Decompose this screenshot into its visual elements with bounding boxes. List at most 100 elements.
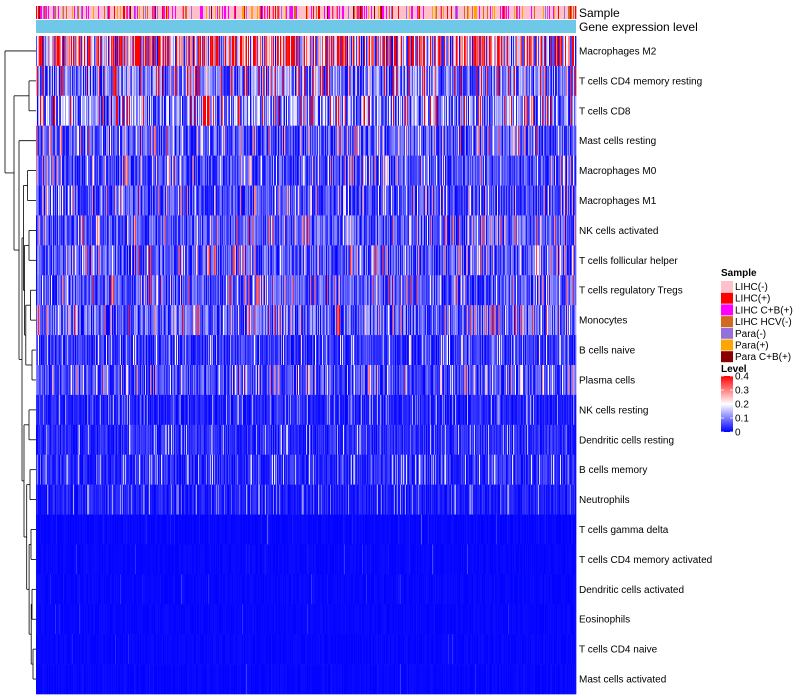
heatmap-cell bbox=[295, 155, 297, 186]
sample-annotation-cell bbox=[553, 6, 555, 19]
heatmap-cell bbox=[433, 125, 435, 156]
heatmap-cell bbox=[232, 155, 234, 186]
heatmap-cell bbox=[106, 36, 108, 67]
heatmap-cell bbox=[455, 65, 457, 97]
heatmap-cell bbox=[356, 125, 358, 156]
heatmap-cell bbox=[219, 95, 221, 127]
heatmap-cell bbox=[555, 36, 557, 67]
heatmap-cell bbox=[282, 215, 284, 246]
sample-annotation-cell bbox=[207, 6, 209, 19]
heatmap-cell bbox=[356, 215, 358, 246]
heatmap-cell bbox=[68, 185, 70, 216]
heatmap-cell bbox=[530, 95, 532, 127]
heatmap-cell bbox=[446, 36, 448, 67]
heatmap-cell bbox=[328, 215, 330, 246]
heatmap-cell bbox=[486, 125, 488, 156]
heatmap-cell bbox=[203, 36, 205, 67]
heatmap-cell bbox=[215, 95, 217, 127]
sample-annotation-cell bbox=[540, 6, 542, 19]
heatmap-cell bbox=[77, 185, 79, 216]
heatmap-cell bbox=[105, 155, 107, 186]
heatmap-cell bbox=[478, 155, 480, 186]
heatmap-cell bbox=[56, 95, 58, 127]
heatmap-cell bbox=[539, 185, 541, 216]
heatmap-cell bbox=[476, 36, 478, 67]
heatmap-cell bbox=[477, 155, 479, 186]
heatmap-cell bbox=[510, 155, 512, 186]
heatmap-cell bbox=[297, 65, 299, 97]
heatmap-cell bbox=[306, 185, 308, 216]
heatmap-cell bbox=[379, 245, 381, 276]
heatmap-cell bbox=[156, 95, 158, 127]
heatmap-cell bbox=[235, 245, 237, 276]
heatmap-cell bbox=[210, 245, 212, 276]
heatmap-cell bbox=[396, 125, 398, 156]
heatmap-cell bbox=[99, 125, 101, 156]
heatmap-cell bbox=[64, 95, 66, 127]
heatmap-cell bbox=[521, 215, 523, 246]
sample-annotation-cell bbox=[204, 6, 206, 19]
heatmap-cell bbox=[546, 125, 548, 156]
heatmap-cell bbox=[537, 215, 539, 246]
heatmap-cell bbox=[193, 125, 195, 156]
heatmap-cell bbox=[487, 185, 489, 216]
heatmap-cell bbox=[379, 65, 381, 97]
heatmap-cell bbox=[393, 36, 395, 67]
heatmap-cell bbox=[495, 36, 497, 67]
sample-annotation-cell bbox=[295, 6, 297, 19]
heatmap-cell bbox=[416, 245, 418, 276]
heatmap-cell bbox=[519, 95, 521, 127]
heatmap-cell bbox=[175, 95, 177, 127]
sample-annotation-cell bbox=[104, 6, 106, 19]
sample-annotation-cell bbox=[133, 6, 135, 19]
heatmap-cell bbox=[502, 36, 504, 67]
heatmap-cell bbox=[440, 65, 442, 97]
sample-annotation-cell bbox=[318, 6, 320, 19]
sample-annotation-cell bbox=[354, 6, 356, 19]
heatmap-cell bbox=[294, 245, 296, 276]
heatmap-cell bbox=[112, 185, 114, 216]
heatmap-cell bbox=[303, 245, 305, 276]
heatmap-cell bbox=[158, 65, 160, 97]
heatmap-cell bbox=[286, 125, 288, 156]
heatmap-cell bbox=[177, 215, 179, 246]
heatmap-cell bbox=[42, 275, 44, 306]
heatmap-cell bbox=[386, 185, 388, 216]
heatmap-cell bbox=[124, 245, 126, 276]
heatmap-cell bbox=[565, 215, 567, 246]
heatmap-cell bbox=[47, 185, 49, 216]
heatmap-cell bbox=[500, 95, 502, 127]
heatmap-cell bbox=[417, 185, 419, 216]
heatmap-cell bbox=[253, 95, 255, 127]
heatmap-cell bbox=[56, 125, 58, 156]
heatmap-cell bbox=[176, 95, 178, 127]
heatmap-cell bbox=[103, 65, 105, 97]
heatmap-cell bbox=[199, 125, 201, 156]
heatmap-cell bbox=[87, 155, 89, 186]
heatmap-cell bbox=[223, 185, 225, 216]
heatmap-cell bbox=[441, 125, 443, 156]
heatmap-cell bbox=[189, 245, 191, 276]
heatmap-cell bbox=[145, 36, 147, 67]
heatmap-cell bbox=[74, 155, 76, 186]
heatmap-cell bbox=[309, 155, 311, 186]
heatmap-cell bbox=[491, 215, 493, 246]
heatmap-cell bbox=[438, 245, 440, 276]
heatmap-cell bbox=[322, 215, 324, 246]
heatmap-cell bbox=[245, 245, 247, 276]
heatmap-cell bbox=[454, 125, 456, 156]
heatmap-cell bbox=[107, 125, 109, 156]
sample-annotation-cell bbox=[422, 6, 424, 19]
heatmap-cell bbox=[249, 245, 251, 276]
heatmap-cell bbox=[279, 36, 281, 67]
sample-annotation-cell bbox=[142, 6, 144, 19]
heatmap-cell bbox=[436, 36, 438, 67]
heatmap-cell bbox=[107, 36, 109, 67]
heatmap-cell bbox=[235, 125, 237, 156]
heatmap-cell bbox=[327, 215, 329, 246]
heatmap-cell bbox=[539, 36, 541, 67]
heatmap-cell bbox=[367, 155, 369, 186]
heatmap-cell bbox=[166, 215, 168, 246]
heatmap-cell bbox=[187, 155, 189, 186]
sample-annotation-cell bbox=[49, 6, 51, 19]
